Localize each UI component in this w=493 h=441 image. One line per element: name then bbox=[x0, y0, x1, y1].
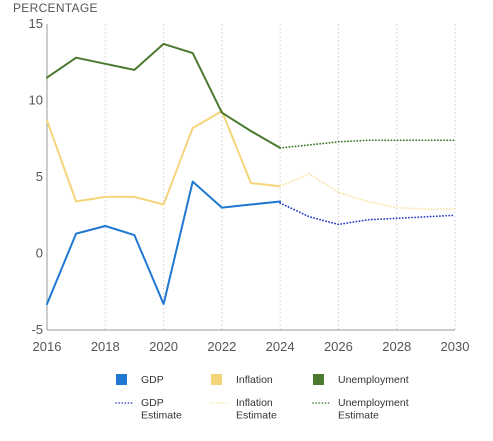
grid bbox=[104, 24, 456, 330]
y-axis-title: PERCENTAGE bbox=[13, 1, 98, 15]
y-tick-label: 0 bbox=[36, 246, 43, 261]
legend-swatch-inflation bbox=[211, 374, 222, 385]
legend-label-unemployment: Unemployment bbox=[338, 374, 409, 386]
legend-label-inflation-estimate: Inflation Estimate bbox=[236, 397, 277, 422]
x-tick-label: 2022 bbox=[207, 339, 236, 354]
series-line-gdp bbox=[46, 180, 282, 305]
series-line-gdp-estimate bbox=[279, 202, 456, 226]
y-tick-label: 10 bbox=[29, 93, 43, 108]
legend-label-inflation: Inflation bbox=[236, 374, 273, 386]
x-tick-label: 2028 bbox=[382, 339, 411, 354]
y-tick-label: -5 bbox=[31, 322, 43, 337]
x-tick-label: 2016 bbox=[33, 339, 62, 354]
y-tick-label: 15 bbox=[29, 16, 43, 31]
x-tick-label: 2026 bbox=[324, 339, 353, 354]
x-tick-label: 2018 bbox=[91, 339, 120, 354]
series-line-unemployment-estimate bbox=[279, 139, 456, 149]
y-tick-label: 5 bbox=[36, 169, 43, 184]
legend-label-gdp-estimate: GDP Estimate bbox=[141, 397, 182, 422]
legend: GDP Inflation Unemployment GDP Estimate Infla… bbox=[115, 374, 409, 422]
legend-label-gdp: GDP bbox=[141, 374, 164, 386]
x-tick-label: 2024 bbox=[266, 339, 295, 354]
series-line-unemployment bbox=[46, 42, 282, 149]
series-lines bbox=[46, 42, 456, 305]
x-tick-label: 2020 bbox=[149, 339, 178, 354]
legend-label-unemployment-estimate: Unemployment Estimate bbox=[338, 397, 409, 422]
legend-swatch-unemployment bbox=[313, 374, 324, 385]
axes: -5 0 5 10 15 2016 2018 2020 2022 2024 2026 2028 2030… bbox=[13, 1, 469, 354]
legend-swatch-gdp bbox=[116, 374, 127, 385]
series-line-inflation bbox=[46, 110, 282, 206]
series-line-inflation-estimate bbox=[279, 172, 456, 211]
x-tick-label: 2030 bbox=[441, 339, 470, 354]
